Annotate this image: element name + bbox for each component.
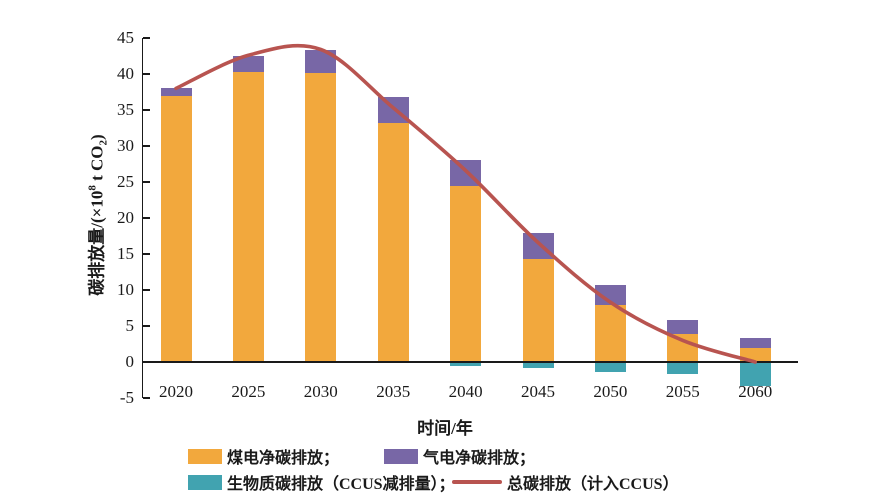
total-emissions-line-layer [174, 43, 757, 364]
legend-item-biomass-ccus: 生物质碳排放（CCUS减排量）； [188, 470, 455, 494]
y-tick-label: 40 [117, 64, 134, 83]
bar-2050-coal-net [594, 305, 626, 362]
bar-2050-gas-net [594, 284, 626, 306]
bar-2020-coal-net [160, 95, 192, 362]
x-tick-label-2030: 2030 [303, 382, 338, 401]
y-tick-label: 5 [125, 316, 135, 335]
bar-2055-gas-net [667, 320, 699, 334]
y-tick-mark [143, 397, 150, 399]
x-tick-label-2020: 2020 [159, 382, 193, 401]
y-tick-mark [143, 145, 150, 147]
y-axis [142, 38, 144, 398]
y-tick-label: 15 [117, 244, 134, 263]
y-tick-label: 20 [117, 208, 134, 227]
coal-net-swatch [188, 448, 222, 464]
x-tick-label-2040: 2040 [448, 382, 483, 401]
x-axis-title: 时间/年 [417, 419, 473, 438]
y-tick-label: 45 [117, 28, 134, 47]
bar-2050-biomass-ccus [594, 362, 626, 373]
bar-2025-gas-net [232, 56, 264, 72]
y-tick-label: 10 [117, 280, 134, 299]
y-tick-mark [143, 217, 150, 219]
bar-2060-biomass-ccus [739, 362, 771, 386]
legend-label-coal-net: 煤电净碳排放； [227, 450, 340, 467]
y-tick-label: -5 [119, 388, 134, 407]
bar-2030-gas-net [305, 50, 337, 73]
x-tick-label-2055: 2055 [665, 382, 700, 401]
legend-item-total-line: 总碳排放（计入CCUS） [452, 470, 679, 494]
gas-net-swatch [384, 448, 418, 464]
y-tick-mark [143, 325, 150, 327]
x-tick-label-2045: 2045 [521, 382, 555, 401]
x-tick-label-2025: 2025 [231, 382, 266, 401]
plot-area: 45 40 35 30 25 20 15 10 5 0 -5 2020 2025 2030 2035 204… [117, 28, 798, 407]
y-tick-mark [143, 253, 150, 255]
bar-2020-gas-net [160, 88, 192, 96]
y-tick-label: 35 [117, 100, 134, 119]
bar-2025-coal-net [232, 71, 264, 362]
x-tick-label-2060: 2060 [738, 382, 773, 401]
y-tick-label: 0 [125, 352, 135, 371]
bar-2030-coal-net [305, 72, 337, 362]
y-tick-mark [143, 289, 150, 291]
legend-item-coal-net: 煤电净碳排放； [188, 444, 339, 468]
legend-item-gas-net: 气电净碳排放； [384, 444, 535, 468]
total-line-swatch [452, 479, 502, 485]
bar-2045-coal-net [522, 259, 554, 362]
x-tick-label-2035: 2035 [376, 382, 411, 401]
x-tick-label-2050: 2050 [593, 382, 628, 401]
legend-label-total-line: 总碳排放（计入CCUS） [507, 476, 679, 493]
zero-baseline [142, 361, 798, 363]
bar-2060-gas-net [739, 337, 771, 348]
bar-2055-biomass-ccus [667, 362, 699, 374]
bar-2045-gas-net [522, 233, 554, 260]
y-tick-mark [143, 181, 150, 183]
bar-2045-biomass-ccus [522, 362, 554, 369]
bar-2040-coal-net [450, 185, 482, 362]
y-tick-mark [143, 109, 150, 111]
y-tick-mark [143, 37, 150, 39]
y-tick-mark [143, 73, 150, 75]
y-tick-label: 30 [117, 136, 134, 155]
biomass-ccus-swatch [188, 474, 222, 490]
total-emissions-line [174, 43, 757, 364]
bar-2040-biomass-ccus [450, 362, 482, 367]
bar-2035-coal-net [377, 122, 409, 362]
legend-label-biomass-ccus: 生物质碳排放（CCUS减排量）； [227, 476, 455, 493]
legend-label-gas-net: 气电净碳排放； [423, 450, 536, 467]
y-tick-label: 25 [117, 172, 134, 191]
